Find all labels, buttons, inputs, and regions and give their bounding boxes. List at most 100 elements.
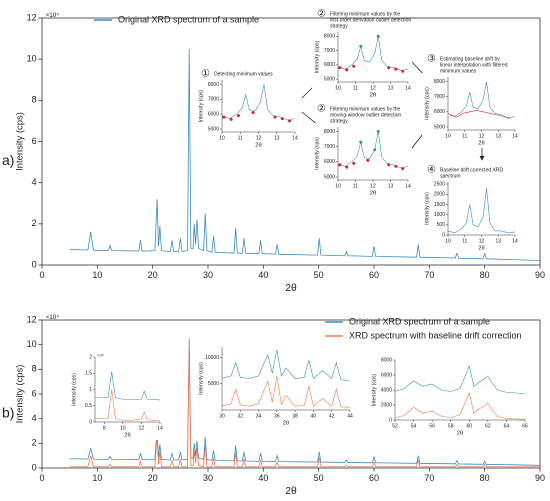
y-tick-label: 8000 — [381, 357, 392, 363]
x-axis-label: 2θ — [370, 93, 376, 99]
y-tick-label: 6000 — [208, 111, 219, 117]
x-tick-label: 80 — [480, 270, 490, 280]
x-tick-label: 32 — [238, 413, 244, 419]
spectrum-line — [394, 365, 526, 395]
x-tick-label: 12 — [370, 183, 376, 189]
y-tick-label: 2000 — [434, 192, 445, 198]
y-tick-label: 8000 — [208, 82, 219, 88]
spectrum-line — [447, 81, 516, 119]
y-axis-label: Intensity (cps) — [198, 362, 204, 395]
y-tick-label: 12 — [27, 314, 37, 324]
data-point — [345, 68, 349, 72]
inset-background — [422, 178, 519, 253]
x-axis-label: 2θ — [478, 141, 484, 147]
x-tick-label: 20 — [148, 473, 158, 483]
inset-background — [312, 123, 412, 198]
data-point — [359, 140, 363, 144]
panel-label: a) — [2, 152, 14, 168]
x-axis-label: 2θ — [124, 433, 130, 439]
x-tick-label: 58 — [448, 423, 454, 429]
y-tick-label: 8000 — [434, 79, 445, 85]
inset-background — [196, 76, 299, 150]
data-point — [352, 161, 356, 165]
x-tick-label: 10 — [92, 270, 102, 280]
inset-title: strategy — [330, 118, 348, 124]
y-axis-label: Intensity (cps) — [15, 112, 26, 171]
x-tick-label: 14 — [512, 133, 518, 139]
x-tick-label: 11 — [462, 238, 467, 244]
x-tick-label: 13 — [388, 85, 394, 91]
y-tick-label: 7000 — [324, 144, 335, 150]
x-tick-label: 10 — [92, 473, 102, 483]
y-tick-label: 4 — [32, 413, 37, 423]
x-tick-label: 44 — [347, 413, 353, 419]
legend-label: Original XRD spectrum of a sample — [118, 14, 259, 24]
data-point — [236, 114, 240, 118]
y-tick-label: 5000 — [324, 76, 335, 82]
data-point — [273, 115, 277, 119]
y-axis-label: Intensity (cps) — [314, 40, 320, 73]
y-tick-label: 500 — [437, 222, 446, 228]
x-tick-label: 10 — [335, 85, 341, 91]
x-tick-label: 60 — [369, 473, 379, 483]
x-tick-label: 90 — [535, 270, 545, 280]
y-multiplier: ×10⁴ — [46, 12, 60, 19]
x-tick-label: 40 — [258, 270, 268, 280]
y-tick-label: 7000 — [324, 48, 335, 54]
inset-title: Detecting minimum values — [214, 71, 273, 77]
y-tick-label: 10 — [27, 339, 37, 349]
x-tick-label: 11 — [462, 133, 467, 139]
spectrum-line — [221, 375, 351, 408]
y-tick-label: 5000 — [324, 174, 335, 180]
y-tick-label: 2 — [89, 354, 92, 360]
y-axis-label: Intensity (cps) — [15, 365, 26, 424]
y-tick-label: 1500 — [434, 202, 445, 208]
x-tick-label: 40 — [258, 473, 268, 483]
x-axis-label: 2θ — [285, 486, 297, 497]
inset-background — [69, 353, 164, 440]
inset-title: Estimating baseline drift by — [440, 56, 500, 62]
spectrum-line — [221, 349, 351, 382]
x-tick-label: 12 — [479, 133, 485, 139]
y-tick-label: 6 — [32, 136, 37, 146]
data-point — [394, 67, 398, 71]
inset-title: moving-window outlier detection — [330, 112, 401, 118]
y-tick-label: 5000 — [434, 124, 445, 130]
spectrum-line — [337, 36, 409, 71]
y-tick-label: 12 — [27, 12, 37, 22]
data-point — [338, 66, 342, 70]
data-point — [280, 117, 284, 121]
inset-title: first-order derivation outlier detection — [330, 17, 411, 23]
y-tick-label: 4 — [32, 177, 37, 187]
x-tick-label: 38 — [292, 413, 298, 419]
x-tick-label: 14 — [512, 238, 518, 244]
x-axis-label: 2θ — [283, 421, 289, 427]
inset-title: strategy — [330, 23, 348, 29]
x-tick-label: 11 — [353, 183, 358, 189]
y-tick-label: 5000 — [208, 381, 219, 387]
y-tick-label: 10 — [27, 54, 37, 64]
spectrum-line — [221, 84, 296, 121]
y-axis-label: Intensity (cps) — [314, 137, 320, 170]
y-tick-label: 2 — [32, 218, 37, 228]
x-tick-label: 70 — [424, 473, 434, 483]
legend-label: Original XRD spectrum of a sample — [349, 316, 490, 326]
y-tick-label: 2500 — [434, 181, 445, 187]
x-tick-label: 13 — [388, 183, 394, 189]
x-tick-label: 30 — [203, 473, 213, 483]
x-axis-label: 2θ — [478, 246, 484, 252]
data-point — [288, 119, 292, 123]
data-point — [338, 163, 342, 167]
inset-title: Filtering minimum values by the — [330, 11, 401, 17]
step-number: ④ — [427, 165, 436, 176]
y-axis-label: Intensity (cps) — [424, 192, 430, 225]
data-point — [229, 117, 233, 121]
x-tick-label: 20 — [148, 270, 158, 280]
x-tick-label: 14 — [157, 425, 163, 431]
y-tick-label: 1 — [89, 387, 92, 393]
x-tick-label: 60 — [369, 270, 379, 280]
x-tick-label: 11 — [238, 135, 243, 141]
data-point — [373, 148, 377, 152]
